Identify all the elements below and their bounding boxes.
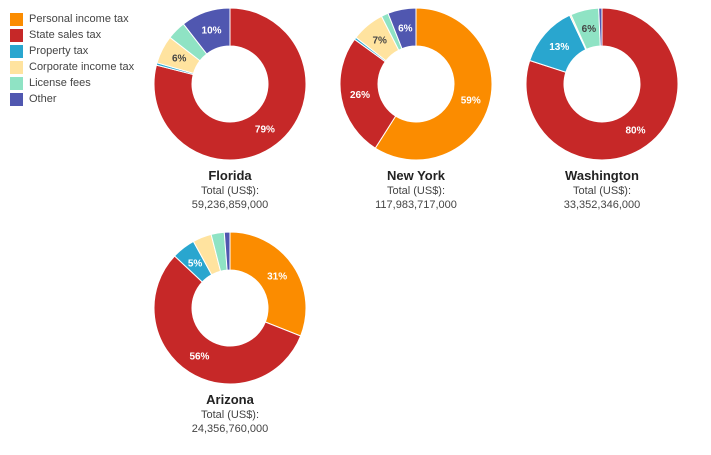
legend-swatch bbox=[10, 44, 23, 58]
legend-label: State sales tax bbox=[29, 29, 102, 41]
donut-chart-arizona: 31% 56% 5% Arizona Total (US$): 24,356,760,00… bbox=[140, 230, 320, 436]
chart-legend: Personal income tax State sales tax Proper… bbox=[10, 11, 134, 107]
total-value: 117,983,717,000 bbox=[375, 199, 457, 211]
legend-item-personal-income-tax[interactable]: Personal income tax bbox=[10, 11, 134, 27]
slice-value-label: 31% bbox=[267, 271, 287, 282]
slice-value-label: 56% bbox=[189, 352, 209, 363]
total-label: Total (US$): bbox=[386, 185, 446, 197]
legend-label: Other bbox=[29, 93, 57, 105]
total-value: 24,356,760,000 bbox=[191, 423, 269, 435]
legend-item-property-tax[interactable]: Property tax bbox=[10, 43, 134, 59]
donut-chart-florida: 79% 6% 10% Florida Total (US$): 59,236,859,00… bbox=[140, 6, 320, 212]
slice-value-label: 80% bbox=[625, 126, 645, 137]
legend-label: Personal income tax bbox=[29, 13, 129, 25]
chart-title: New York bbox=[386, 168, 446, 183]
donut-chart-new-york: 59% 26% 7% 6% New York Total (US$): 117,983,71… bbox=[326, 6, 506, 212]
slice-state-sales-tax[interactable] bbox=[339, 38, 397, 149]
slice-state-sales-tax[interactable] bbox=[153, 255, 302, 385]
legend-label: Corporate income tax bbox=[29, 61, 135, 73]
legend-item-state-sales-tax[interactable]: State sales tax bbox=[10, 27, 134, 43]
total-value: 33,352,346,000 bbox=[563, 199, 641, 211]
total-label: Total (US$): bbox=[200, 409, 260, 421]
slice-other[interactable] bbox=[182, 7, 231, 55]
slice-value-label: 59% bbox=[461, 95, 481, 106]
slice-value-label: 26% bbox=[350, 90, 370, 101]
donut-svg: 31% 56% 5% bbox=[153, 231, 307, 385]
slice-other[interactable] bbox=[598, 7, 603, 47]
total-label: Total (US$): bbox=[200, 185, 260, 197]
slice-value-label: 6% bbox=[172, 54, 187, 65]
slice-state-sales-tax[interactable] bbox=[153, 7, 307, 161]
donut-chart-washington: 80% 13% 6% Washington Total (US$): 33,352,346… bbox=[512, 6, 692, 212]
total-value: 59,236,859,000 bbox=[191, 199, 269, 211]
legend-item-license-fees[interactable]: License fees bbox=[10, 75, 134, 91]
donut-svg: 59% 26% 7% 6% bbox=[339, 7, 493, 161]
legend-label: License fees bbox=[29, 77, 91, 89]
slice-state-sales-tax[interactable] bbox=[525, 7, 679, 161]
legend-swatch bbox=[10, 92, 23, 106]
slice-value-label: 13% bbox=[549, 42, 569, 53]
donut-svg: 80% 13% 6% bbox=[525, 7, 679, 161]
legend-item-other[interactable]: Other bbox=[10, 91, 134, 107]
slice-value-label: 7% bbox=[372, 36, 387, 47]
donut-svg: 79% 6% 10% bbox=[153, 7, 307, 161]
legend-swatch bbox=[10, 60, 23, 74]
legend-label: Property tax bbox=[29, 45, 89, 57]
legend-swatch bbox=[10, 28, 23, 42]
slice-value-label: 79% bbox=[255, 125, 275, 136]
legend-item-corporate-income-tax[interactable]: Corporate income tax bbox=[10, 59, 134, 75]
slice-value-label: 10% bbox=[202, 26, 222, 37]
slice-personal-income-tax[interactable] bbox=[374, 7, 493, 161]
slice-other[interactable] bbox=[387, 7, 417, 50]
slice-value-label: 6% bbox=[582, 24, 597, 35]
slice-value-label: 5% bbox=[188, 258, 203, 269]
legend-swatch bbox=[10, 12, 23, 26]
total-label: Total (US$): bbox=[572, 185, 632, 197]
slice-value-label: 6% bbox=[398, 24, 413, 35]
chart-title: Florida bbox=[208, 168, 252, 183]
chart-title: Washington bbox=[565, 168, 639, 183]
chart-title: Arizona bbox=[206, 392, 254, 407]
slice-other[interactable] bbox=[223, 231, 231, 271]
slice-personal-income-tax[interactable] bbox=[229, 231, 307, 337]
legend-swatch bbox=[10, 76, 23, 90]
